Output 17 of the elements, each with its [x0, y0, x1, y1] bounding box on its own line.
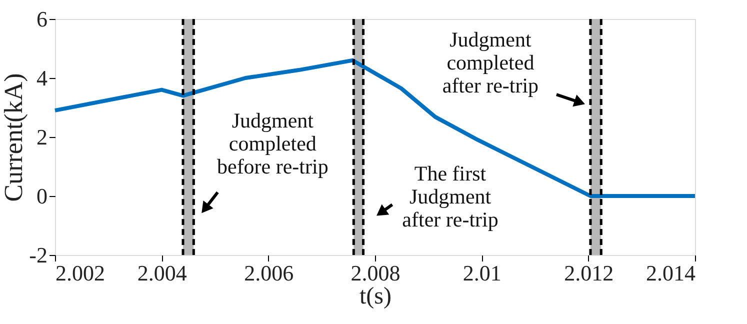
y-tick-label: 0: [36, 184, 48, 208]
x-tick-label: 2.006: [244, 260, 294, 286]
x-tick-label: 2.01: [462, 260, 502, 286]
y-axis-title: Current(kA): [0, 73, 28, 202]
x-tick-label: 2.004: [137, 260, 187, 286]
annotation: Judgment completed before re-trip: [216, 108, 328, 178]
x-tick-label: 2.008: [350, 260, 400, 286]
annotation: The first Judgment after re-trip: [402, 162, 498, 232]
y-tick-label: 4: [36, 66, 48, 90]
x-tick-label: 2.002: [56, 260, 105, 286]
x-tick-label: 2.012: [564, 260, 614, 286]
x-axis-title: t(s): [360, 284, 392, 310]
y-tick-label: 6: [36, 6, 48, 32]
y-tick-label: -2: [29, 242, 48, 268]
y-tick-label: 2: [36, 124, 48, 150]
x-tick-label: 2.014: [646, 260, 696, 286]
annotation: Judgment completed after re-trip: [442, 28, 539, 98]
